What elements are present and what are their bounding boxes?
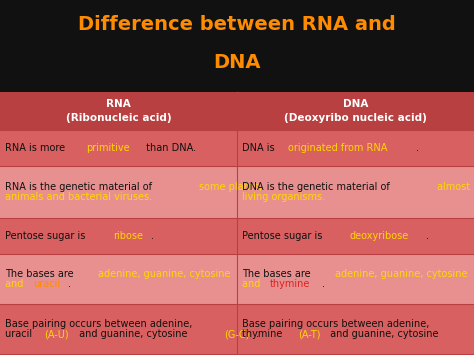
Bar [0, 166, 474, 218]
Text: thymine: thymine [242, 329, 285, 339]
Bar [0, 130, 474, 166]
Bar [0, 304, 474, 354]
Text: Base pairing occurs between adenine,: Base pairing occurs between adenine, [242, 319, 429, 329]
Text: thymine: thymine [270, 279, 310, 289]
Text: and guanine, cytosine: and guanine, cytosine [76, 329, 191, 339]
Bar [0, 218, 474, 254]
Text: DNA
(Deoxyribo nucleic acid): DNA (Deoxyribo nucleic acid) [284, 99, 427, 122]
Text: deoxyribose: deoxyribose [350, 231, 409, 241]
Text: Base pairing occurs between adenine,: Base pairing occurs between adenine, [5, 319, 192, 329]
Text: DNA is the genetic material of: DNA is the genetic material of [242, 182, 393, 192]
Text: .: . [416, 143, 419, 153]
Text: adenine, guanine, cytosine: adenine, guanine, cytosine [335, 269, 467, 279]
Text: some plants,: some plants, [199, 182, 262, 192]
Text: and: and [242, 279, 264, 289]
Text: (A-U): (A-U) [44, 329, 69, 339]
Text: RNA is the genetic material of: RNA is the genetic material of [5, 182, 155, 192]
Text: almost all: almost all [437, 182, 474, 192]
Text: and: and [5, 279, 27, 289]
Text: The bases are: The bases are [5, 269, 77, 279]
Text: The bases are: The bases are [242, 269, 314, 279]
Text: DNA is: DNA is [242, 143, 278, 153]
Text: RNA
(Ribonucleic acid): RNA (Ribonucleic acid) [66, 99, 171, 122]
Text: RNA is more: RNA is more [5, 143, 68, 153]
Text: .: . [322, 279, 325, 289]
Text: Pentose sugar is: Pentose sugar is [5, 231, 89, 241]
Text: than DNA.: than DNA. [143, 143, 196, 153]
Text: .: . [68, 279, 71, 289]
Text: living organisms.: living organisms. [242, 192, 325, 202]
Text: (A-T): (A-T) [298, 329, 320, 339]
Text: uracil: uracil [33, 279, 60, 289]
Text: and guanine, cytosine: and guanine, cytosine [327, 329, 442, 339]
Text: .: . [256, 329, 259, 339]
Text: Difference between RNA and: Difference between RNA and [78, 16, 396, 34]
Bar [0, 92, 474, 130]
Text: (G-C): (G-C) [224, 329, 249, 339]
Bar [0, 254, 474, 304]
Text: adenine, guanine, cytosine: adenine, guanine, cytosine [98, 269, 230, 279]
Bar [0, 0, 474, 92]
Text: DNA: DNA [213, 54, 261, 72]
Text: .: . [152, 231, 155, 241]
Text: Pentose sugar is: Pentose sugar is [242, 231, 326, 241]
Text: primitive: primitive [87, 143, 130, 153]
Text: .: . [426, 231, 429, 241]
Text: animals and bacterial viruses.: animals and bacterial viruses. [5, 192, 152, 202]
Text: uracil: uracil [5, 329, 35, 339]
Text: originated from RNA: originated from RNA [288, 143, 388, 153]
Text: ribose: ribose [113, 231, 143, 241]
